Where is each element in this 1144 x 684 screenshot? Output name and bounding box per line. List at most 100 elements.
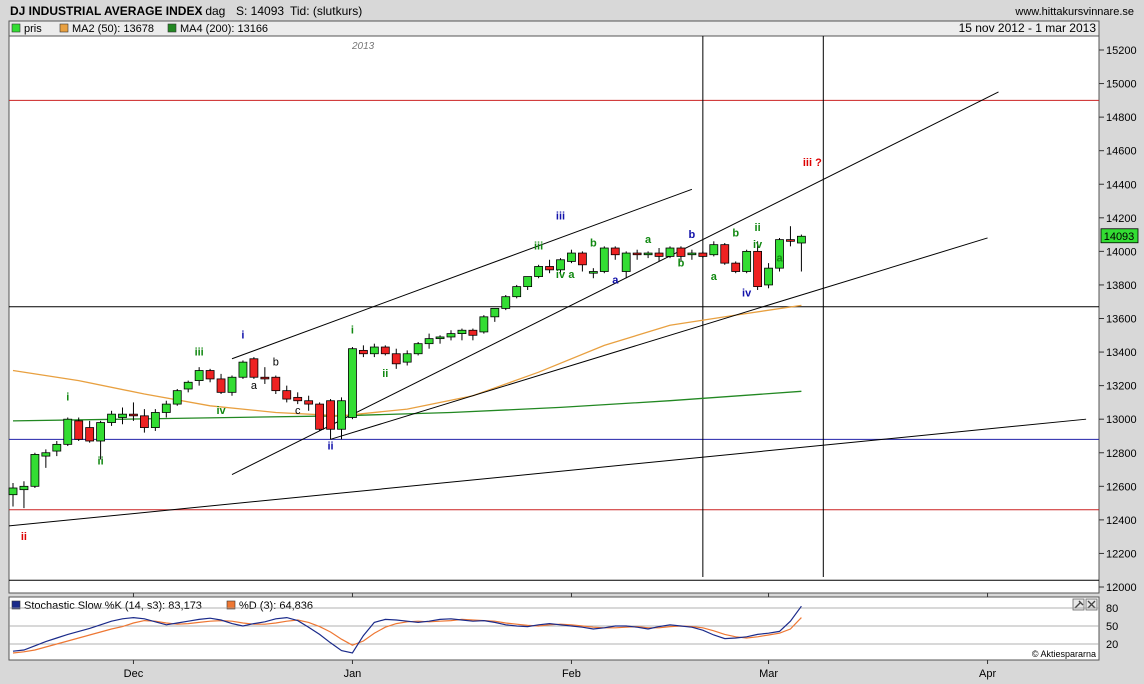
wave-label: b <box>689 229 696 241</box>
candle-body <box>315 403 325 430</box>
candle-body <box>632 252 642 256</box>
candle-body <box>260 376 270 380</box>
wave-label: ii <box>382 368 388 380</box>
date-axis: Dec Jan Feb Mar Apr <box>124 593 996 680</box>
candle-body <box>348 348 357 418</box>
candle-body <box>687 252 697 256</box>
candle-body <box>588 271 598 274</box>
stochastic-d-label: %D (3): 64,836 <box>239 600 313 612</box>
wave-label: b <box>678 257 685 269</box>
wave-label: iv <box>753 239 763 251</box>
candle-body <box>446 333 456 338</box>
candle-body <box>764 267 773 286</box>
price-tick-label: 13800 <box>1106 280 1137 292</box>
candle-body <box>610 247 620 256</box>
candle-body <box>413 343 423 355</box>
candle-body <box>282 390 292 400</box>
candle-body <box>698 252 708 257</box>
candle-body <box>19 485 29 491</box>
site-url[interactable]: www.hittakursvinnare.se <box>1014 6 1134 18</box>
last-value-label: S: 14093 <box>236 4 284 18</box>
candle-body <box>523 276 533 288</box>
candle-body <box>479 316 489 333</box>
wave-label: b <box>590 237 597 249</box>
candle-body <box>676 247 686 257</box>
last-price-value: 14093 <box>1104 231 1135 243</box>
candle-body <box>129 413 138 417</box>
candle-body <box>8 487 18 496</box>
candle-body <box>402 353 412 363</box>
candle-body <box>107 413 116 423</box>
candle-body <box>742 250 752 272</box>
wave-label: a <box>251 380 258 392</box>
candle-body <box>490 308 500 318</box>
stochastic-tick-label: 80 <box>1106 603 1118 615</box>
candle-body <box>74 420 84 440</box>
price-swatch <box>11 23 21 33</box>
candle-body <box>424 338 434 345</box>
candle-body <box>304 400 314 405</box>
candle-body <box>534 266 543 277</box>
trend-line <box>231 91 999 476</box>
price-tick-label: 12200 <box>1106 548 1137 560</box>
price-tick-label: 13200 <box>1106 381 1137 393</box>
candle-body <box>753 250 762 288</box>
candle-body <box>52 443 62 452</box>
price-tick-label: 12600 <box>1106 481 1137 493</box>
price-tick-label: 12400 <box>1106 515 1137 527</box>
date-range: 15 nov 2012 - 1 mar 2013 <box>959 21 1097 35</box>
settings-icon[interactable] <box>1072 598 1085 611</box>
candle-body <box>161 403 171 413</box>
wave-label: b <box>732 227 739 239</box>
date-tick-label: Dec <box>124 668 144 680</box>
wave-label: b <box>273 356 279 368</box>
candle-body <box>216 378 226 393</box>
wave-label: ii <box>98 455 104 467</box>
trend-line <box>9 418 1087 527</box>
stochastic-k-line <box>12 605 802 654</box>
candle-body <box>150 412 160 428</box>
candle-body <box>599 247 609 272</box>
candle-body <box>85 427 95 442</box>
price-axis: 12000 12200 12400 12600 12800 13000 13200 13400… <box>1099 45 1139 594</box>
stochastic-plot-area <box>8 596 1100 661</box>
candle-body <box>369 346 379 355</box>
wave-label: i <box>241 330 244 342</box>
candle-body <box>654 252 664 257</box>
candle-body <box>621 252 631 272</box>
price-tick-label: 15200 <box>1106 45 1137 57</box>
wave-label: iii ? <box>803 157 822 169</box>
candle-body <box>194 370 204 381</box>
stochastic-series: 20 50 80 <box>9 603 1118 654</box>
wave-label: a <box>645 234 652 246</box>
main-grid <box>9 36 1099 581</box>
price-tick-label: 14000 <box>1106 246 1137 258</box>
wave-label: ii <box>327 440 333 452</box>
candle-body <box>665 247 675 257</box>
candle-body <box>775 239 784 269</box>
period-label: - dag <box>198 4 225 18</box>
trend-line <box>330 237 988 440</box>
price-tick-label: 14400 <box>1106 179 1137 191</box>
candle-body <box>172 390 182 405</box>
close-icon[interactable] <box>1085 598 1098 611</box>
price-tick-label: 14600 <box>1106 146 1137 158</box>
price-tick-label: 14800 <box>1106 112 1137 124</box>
candle-body <box>457 329 467 335</box>
ma50-swatch <box>59 23 69 33</box>
candle-body <box>205 370 215 380</box>
wave-label: a <box>776 252 783 264</box>
wave-label: a <box>568 269 575 281</box>
header-bar <box>0 0 1144 20</box>
price-tick-label: 13000 <box>1106 414 1137 426</box>
stochastic-tick-label: 20 <box>1106 639 1118 651</box>
candle-body <box>380 346 390 355</box>
date-tick-label: Apr <box>979 668 996 680</box>
candle-body <box>567 252 576 262</box>
wave-label: iv <box>216 405 226 417</box>
candle-body <box>63 418 73 445</box>
ma50-line <box>12 304 802 417</box>
candle-body <box>293 396 303 402</box>
